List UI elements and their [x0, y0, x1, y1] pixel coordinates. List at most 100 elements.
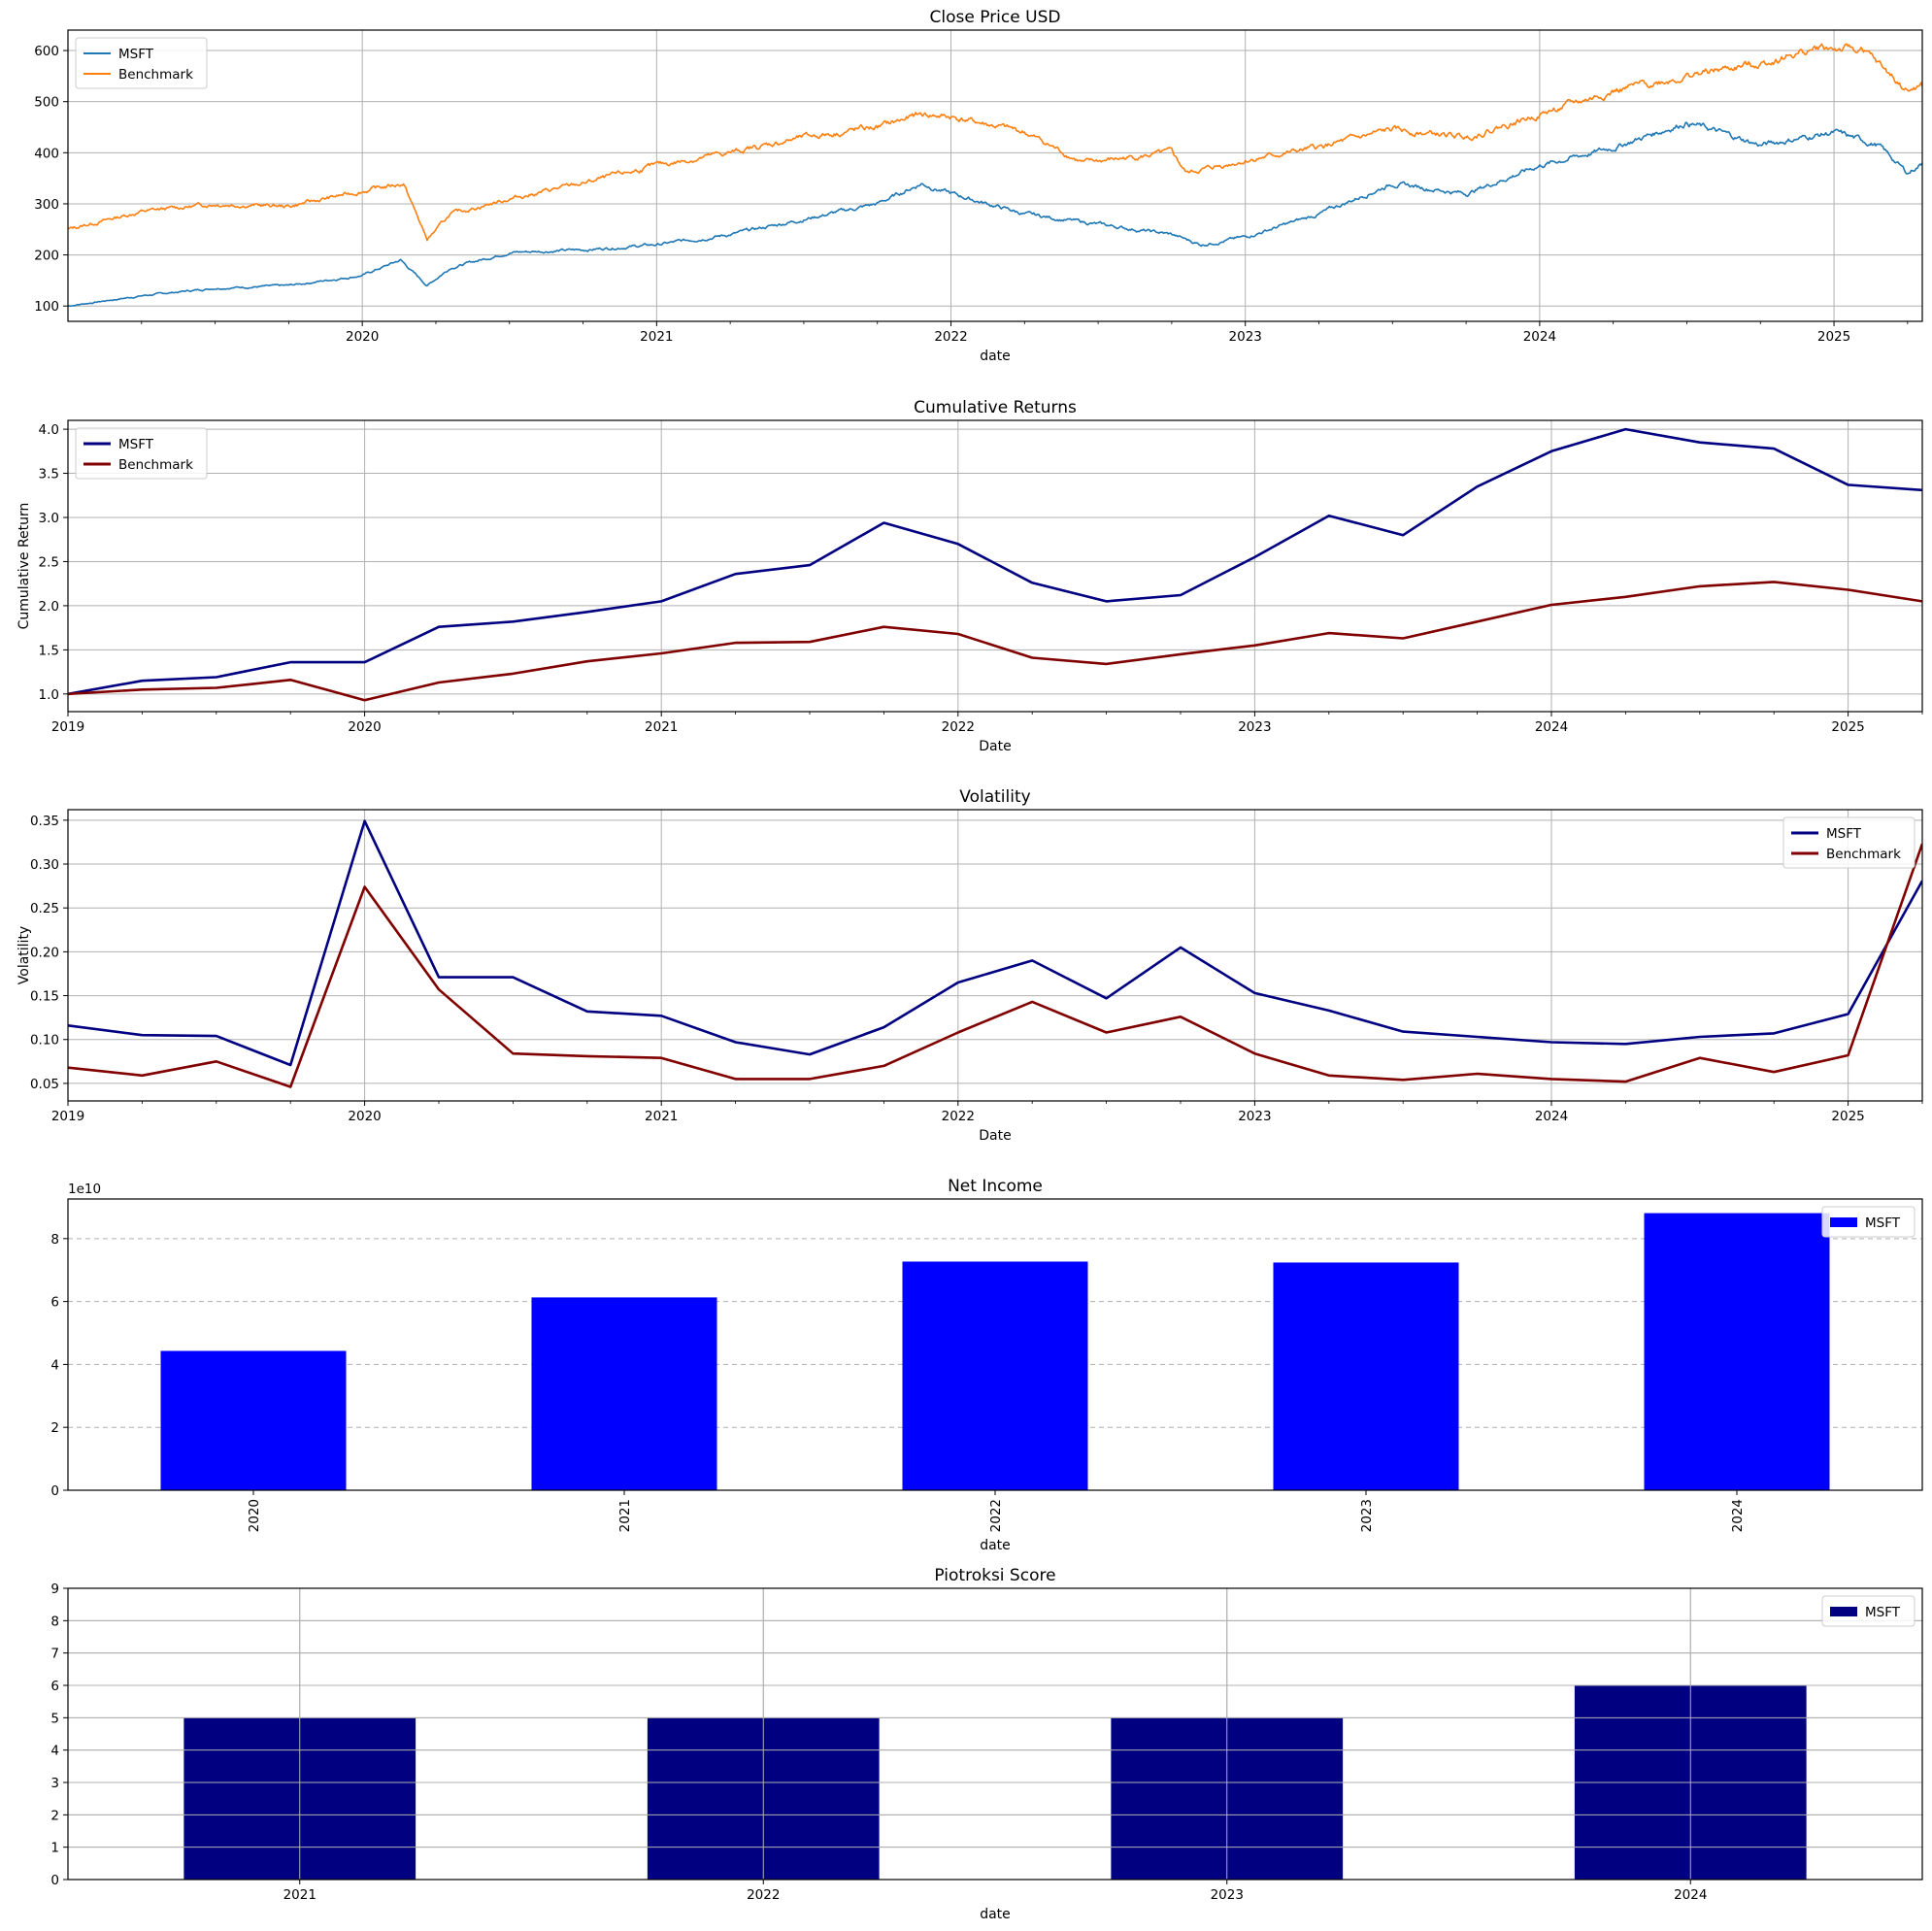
net-income-ytick-label: 2 [50, 1420, 59, 1436]
cumulative-returns-xtick-label: 2022 [942, 719, 975, 735]
price-chart: 2020 2021 2022 2023 2024 2025 100 200 300 400 500 6… [34, 8, 1923, 364]
piotroksi-score-ytick-label: 6 [50, 1679, 59, 1694]
price-legend-label-benchmark: Benchmark [118, 67, 193, 83]
cumulative-returns-legend-label-msft: MSFT [118, 437, 154, 452]
piotroksi-score-legend-swatch-msft [1830, 1607, 1857, 1616]
price-xtick-label: 2024 [1523, 329, 1556, 345]
piotroksi-score-xtick-label: 2024 [1674, 1887, 1707, 1903]
net-income-chart: 0 2 4 6 8 2020 2021 2022 2023 2024 Net Income date 1… [50, 1177, 1923, 1553]
net-income-bar-2020 [160, 1350, 347, 1490]
piotroksi-score-legend-label-msft: MSFT [1865, 1605, 1901, 1620]
net-income-ytick-label: 0 [50, 1483, 59, 1499]
volatility-legend-label-benchmark: Benchmark [1826, 847, 1901, 862]
cumulative-returns-series-msft [68, 427, 1922, 696]
volatility-series-msft [68, 819, 1922, 1067]
volatility-legend-label-msft: MSFT [1826, 826, 1862, 842]
volatility-xlabel: Date [979, 1128, 1011, 1144]
piotroksi-score-legend: MSFT [1821, 1595, 1915, 1627]
piotroksi-score-title: Piotroksi Score [934, 1566, 1055, 1585]
price-xtick-label: 2021 [640, 329, 673, 345]
piotroksi-score-ytick-label: 3 [50, 1776, 59, 1791]
cumulative-returns-xtick-label: 2021 [645, 719, 678, 735]
piotroksi-score-ytick-label: 9 [50, 1581, 59, 1597]
volatility-xtick-label: 2025 [1831, 1109, 1864, 1124]
price-xlabel: date [980, 349, 1011, 364]
net-income-ytick-label: 6 [50, 1295, 59, 1311]
net-income-legend-swatch-msft [1830, 1217, 1857, 1227]
net-income-xtick-label: 2021 [617, 1499, 633, 1532]
price-ytick-label: 600 [34, 44, 59, 59]
price-ytick-label: 500 [34, 95, 59, 111]
piotroksi-score-xtick-label: 2021 [283, 1887, 316, 1903]
price-ytick-label: 300 [34, 197, 59, 213]
net-income-ytick-label: 4 [50, 1357, 59, 1373]
net-income-xtick-label: 2020 [247, 1499, 262, 1532]
volatility-xtick-label: 2020 [348, 1109, 381, 1124]
net-income-bar-2024 [1644, 1213, 1830, 1490]
volatility-ytick-label: 0.25 [30, 901, 59, 916]
price-series-benchmark [68, 43, 1922, 242]
piotroksi-score-ytick-label: 7 [50, 1647, 59, 1662]
price-legend: MSFT Benchmark [75, 37, 208, 89]
cumulative-returns-ylabel: Cumulative Return [17, 503, 32, 630]
cumulative-returns-ytick-label: 1.0 [39, 687, 59, 703]
net-income-xtick-label: 2023 [1359, 1499, 1375, 1532]
net-income-bar-2022 [902, 1261, 1088, 1490]
volatility-xtick-label: 2022 [942, 1109, 975, 1124]
cumulative-returns-legend-label-benchmark: Benchmark [118, 457, 193, 473]
net-income-offset-label: 1e10 [68, 1182, 101, 1197]
cumulative-returns-ytick-label: 3.5 [39, 467, 59, 483]
volatility-ytick-label: 0.15 [30, 989, 59, 1005]
piotroksi-score-ytick-label: 4 [50, 1744, 59, 1759]
cumulative-returns-xtick-label: 2019 [51, 719, 84, 735]
piotroksi-score-ytick-label: 8 [50, 1614, 59, 1629]
price-xtick-label: 2023 [1229, 329, 1262, 345]
cumulative-returns-ytick-label: 2.0 [39, 599, 59, 615]
volatility-legend: MSFT Benchmark [1782, 816, 1915, 869]
price-xtick-label: 2020 [346, 329, 379, 345]
net-income-xtick-label: 2024 [1730, 1499, 1746, 1532]
net-income-title: Net Income [948, 1177, 1043, 1196]
cumulative-returns-ytick-label: 2.5 [39, 554, 59, 570]
cumulative-returns-ytick-label: 1.5 [39, 643, 59, 658]
volatility-ytick-label: 0.30 [30, 857, 59, 873]
net-income-xlabel: date [980, 1538, 1011, 1553]
cumulative-returns-title: Cumulative Returns [914, 398, 1077, 417]
cumulative-returns-legend: MSFT Benchmark [75, 427, 208, 480]
volatility-xtick-label: 2021 [645, 1109, 678, 1124]
volatility-xtick-label: 2024 [1535, 1109, 1568, 1124]
price-ytick-label: 100 [34, 299, 59, 315]
volatility-title: Volatility [959, 787, 1030, 807]
price-legend-label-msft: MSFT [118, 47, 154, 62]
net-income-legend: MSFT [1821, 1206, 1915, 1238]
cumulative-returns-chart: 2019 2020 2021 2022 2023 2024 2025 1.0 1.5 2.0 2.5… [17, 398, 1923, 754]
piotroksi-score-xlabel: date [980, 1907, 1011, 1922]
cumulative-returns-ytick-label: 4.0 [39, 422, 59, 438]
piotroksi-score-ytick-label: 5 [50, 1711, 59, 1726]
piotroksi-score-xtick-label: 2023 [1211, 1887, 1244, 1903]
price-xtick-label: 2022 [934, 329, 967, 345]
cumulative-returns-xlabel: Date [979, 739, 1011, 754]
volatility-series-benchmark [68, 843, 1922, 1088]
volatility-chart: 2019 2020 2021 2022 2023 2024 2025 0.05 0.10 0.15… [17, 787, 1923, 1144]
price-ytick-label: 400 [34, 146, 59, 161]
piotroksi-score-ytick-label: 0 [50, 1873, 59, 1888]
price-title: Close Price USD [930, 8, 1061, 27]
volatility-ytick-label: 0.10 [30, 1033, 59, 1049]
price-ytick-label: 200 [34, 249, 59, 264]
cumulative-returns-xtick-label: 2025 [1831, 719, 1864, 735]
cumulative-returns-xtick-label: 2020 [348, 719, 381, 735]
volatility-xtick-label: 2023 [1238, 1109, 1271, 1124]
price-xtick-label: 2025 [1817, 329, 1850, 345]
cumulative-returns-xtick-label: 2024 [1535, 719, 1568, 735]
piotroksi-score-ytick-label: 2 [50, 1808, 59, 1823]
net-income-xtick-label: 2022 [988, 1499, 1004, 1532]
volatility-xtick-label: 2019 [51, 1109, 84, 1124]
net-income-bar-2023 [1273, 1262, 1459, 1490]
volatility-ylabel: Volatility [17, 926, 32, 984]
piotroksi-score-xtick-label: 2022 [747, 1887, 780, 1903]
piotroksi-score-ytick-label: 1 [50, 1841, 59, 1856]
volatility-ytick-label: 0.20 [30, 945, 59, 960]
net-income-bar-2021 [531, 1297, 717, 1490]
